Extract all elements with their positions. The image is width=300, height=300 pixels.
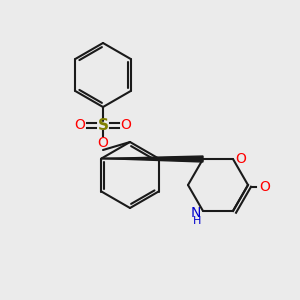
Text: O: O	[235, 152, 246, 166]
Text: N: N	[190, 206, 201, 220]
Text: O: O	[98, 136, 108, 150]
Text: O: O	[75, 118, 86, 132]
Text: O: O	[121, 118, 131, 132]
Text: H: H	[193, 216, 201, 226]
Text: S: S	[98, 118, 109, 133]
Text: O: O	[259, 180, 270, 194]
Polygon shape	[101, 156, 203, 162]
